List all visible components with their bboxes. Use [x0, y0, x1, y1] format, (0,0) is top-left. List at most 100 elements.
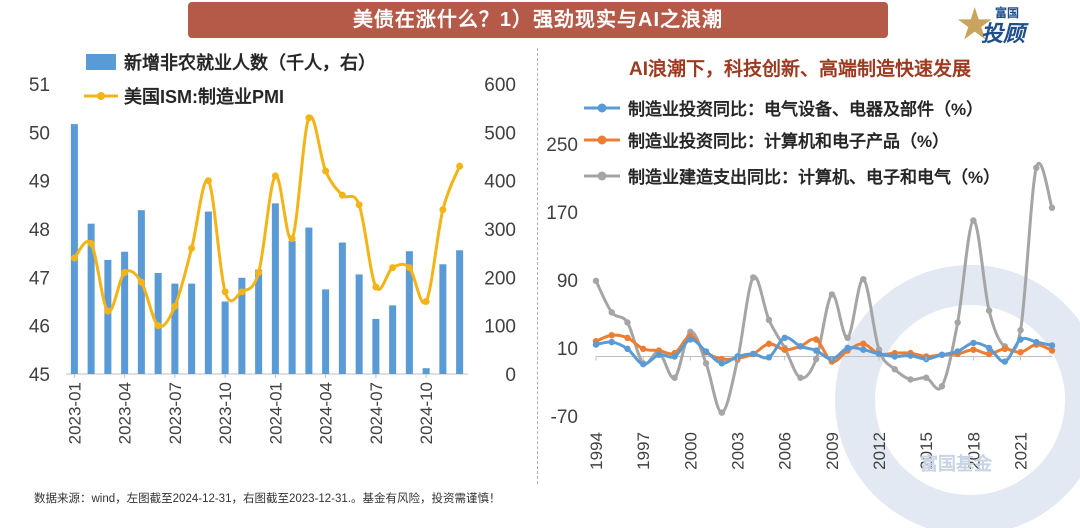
payroll-bar — [204, 211, 212, 374]
payroll-bar — [322, 289, 330, 374]
payroll-bar — [422, 368, 430, 374]
series-electrical-equipment-point — [702, 348, 710, 355]
series-computer-electronics-point — [608, 332, 615, 339]
payroll-bar — [87, 223, 95, 374]
series-electrical-equipment-point — [655, 351, 663, 358]
series-construction-spending-point — [1017, 326, 1024, 334]
source-note: 数据来源：wind，左图截至2024-12-31，右图截至2023-12-31.… — [34, 493, 501, 505]
series-construction-spending-point — [860, 275, 867, 283]
series-construction-spending-point — [938, 383, 946, 390]
pmi-point — [439, 206, 447, 214]
y-tick-label: -70 — [551, 407, 578, 428]
legend-label: 制造业投资同比：计算机和电子产品（%） — [628, 131, 949, 151]
pmi-line — [73, 114, 462, 328]
pmi-point — [355, 201, 363, 209]
header-title: 美债在涨什么？1）强劲现实与AI之浪潮 — [188, 2, 888, 38]
pmi-point — [154, 322, 162, 330]
series-construction-spending-point — [592, 277, 600, 285]
pmi-point — [104, 307, 112, 315]
legend-marker — [597, 135, 607, 145]
x-tick-label: 2024-01 — [266, 382, 285, 444]
right-chart: -70 10 90 170 250 1994 1997 2000 2003 2006 2009 201… — [546, 99, 1080, 528]
series-electrical-equipment-point — [970, 339, 977, 347]
legend-bar-swatch — [86, 54, 116, 70]
series-electrical-equipment-point — [875, 350, 883, 358]
payroll-bar — [255, 269, 263, 374]
x-tick-label: 2021 — [1012, 432, 1031, 470]
y-left-tick-label: 51 — [29, 75, 50, 96]
series-electrical-equipment-point — [891, 353, 898, 360]
y-left-tick-label: 50 — [29, 123, 50, 144]
logo-main-text: 投顾 — [981, 21, 1026, 46]
series-electrical-equipment-point — [954, 348, 961, 355]
series-construction-spending-point — [985, 307, 993, 314]
payroll-bar — [372, 318, 380, 374]
series-construction-spending-point — [828, 291, 836, 298]
series-electrical-equipment-point — [592, 341, 600, 348]
panel-divider — [537, 48, 538, 484]
watermark-text: 富国基金 — [920, 454, 992, 474]
y-left-tick-label: 46 — [29, 317, 50, 338]
series-construction-spending-point — [907, 376, 914, 383]
series-computer-electronics-point — [1017, 349, 1024, 356]
y-left-tick-label: 47 — [29, 268, 50, 289]
pmi-point — [121, 269, 129, 276]
series-computer-electronics-point — [624, 334, 631, 341]
series-electrical-equipment-point — [1048, 342, 1056, 349]
series-electrical-equipment-point — [860, 346, 867, 353]
pmi-point — [87, 240, 95, 247]
pmi-point — [389, 264, 397, 272]
series-computer-electronics-point — [1001, 345, 1009, 353]
series-electrical-equipment-point — [907, 352, 914, 359]
y-right-tick-label: 400 — [484, 172, 516, 193]
pmi-point — [422, 298, 430, 305]
pmi-point — [171, 302, 179, 310]
y-left-tick-label: 45 — [29, 365, 50, 386]
y-right-tick-label: 200 — [484, 268, 516, 289]
series-electrical-equipment-point — [750, 350, 757, 358]
series-construction-spending-point — [1033, 164, 1040, 171]
y-right-tick-label: 100 — [484, 317, 516, 338]
legend-marker — [597, 103, 607, 113]
series-electrical-equipment-point — [624, 345, 631, 353]
series-computer-electronics-point — [812, 336, 820, 343]
pmi-point — [372, 283, 380, 291]
series-construction-spending-point — [750, 274, 757, 281]
payroll-bar — [355, 274, 363, 374]
y-tick-label: 250 — [546, 135, 578, 156]
series-construction-spending-point — [891, 366, 898, 373]
payroll-bar — [137, 210, 145, 374]
pmi-point — [221, 288, 229, 296]
series-electrical-equipment-point — [1033, 338, 1040, 346]
series-electrical-equipment-point — [985, 344, 993, 352]
payroll-bar — [188, 283, 196, 374]
pmi-point — [238, 288, 246, 296]
legend-bar-label: 新增非农就业人数（千人，右） — [124, 52, 376, 73]
y-left-tick-label: 49 — [29, 172, 50, 193]
right-chart-title: AI浪潮下，科技创新、高端制造快速发展 — [628, 59, 971, 80]
pmi-point — [322, 167, 330, 175]
y-tick-label: 90 — [557, 271, 578, 292]
payroll-bar — [389, 305, 397, 374]
x-tick-label: 2024-04 — [317, 382, 336, 444]
series-construction-spending-point — [954, 319, 961, 326]
series-electrical-equipment-point — [812, 347, 820, 354]
pmi-point — [137, 278, 145, 286]
star-icon: ★ — [955, 0, 995, 49]
series-construction-spending-point — [812, 355, 820, 363]
series-construction-spending-point — [608, 309, 615, 316]
payroll-bar — [70, 124, 78, 374]
series-construction-spending-point — [844, 334, 851, 341]
series-electrical-equipment-point — [844, 344, 851, 352]
payroll-bar — [271, 203, 279, 374]
y-right-tick-label: 500 — [484, 123, 516, 144]
x-tick-label: 2012 — [870, 432, 889, 470]
series-electrical-equipment-point — [1001, 358, 1009, 365]
payroll-bar — [104, 259, 112, 374]
x-tick-label: 2023-01 — [65, 382, 84, 444]
x-tick-label: 2003 — [729, 432, 748, 470]
series-construction-spending-point — [797, 374, 804, 381]
legend-label: 制造业投资同比：电气设备、电器及部件（%） — [628, 99, 983, 119]
x-tick-label: 2000 — [681, 432, 700, 470]
series-computer-electronics-point — [860, 340, 867, 347]
